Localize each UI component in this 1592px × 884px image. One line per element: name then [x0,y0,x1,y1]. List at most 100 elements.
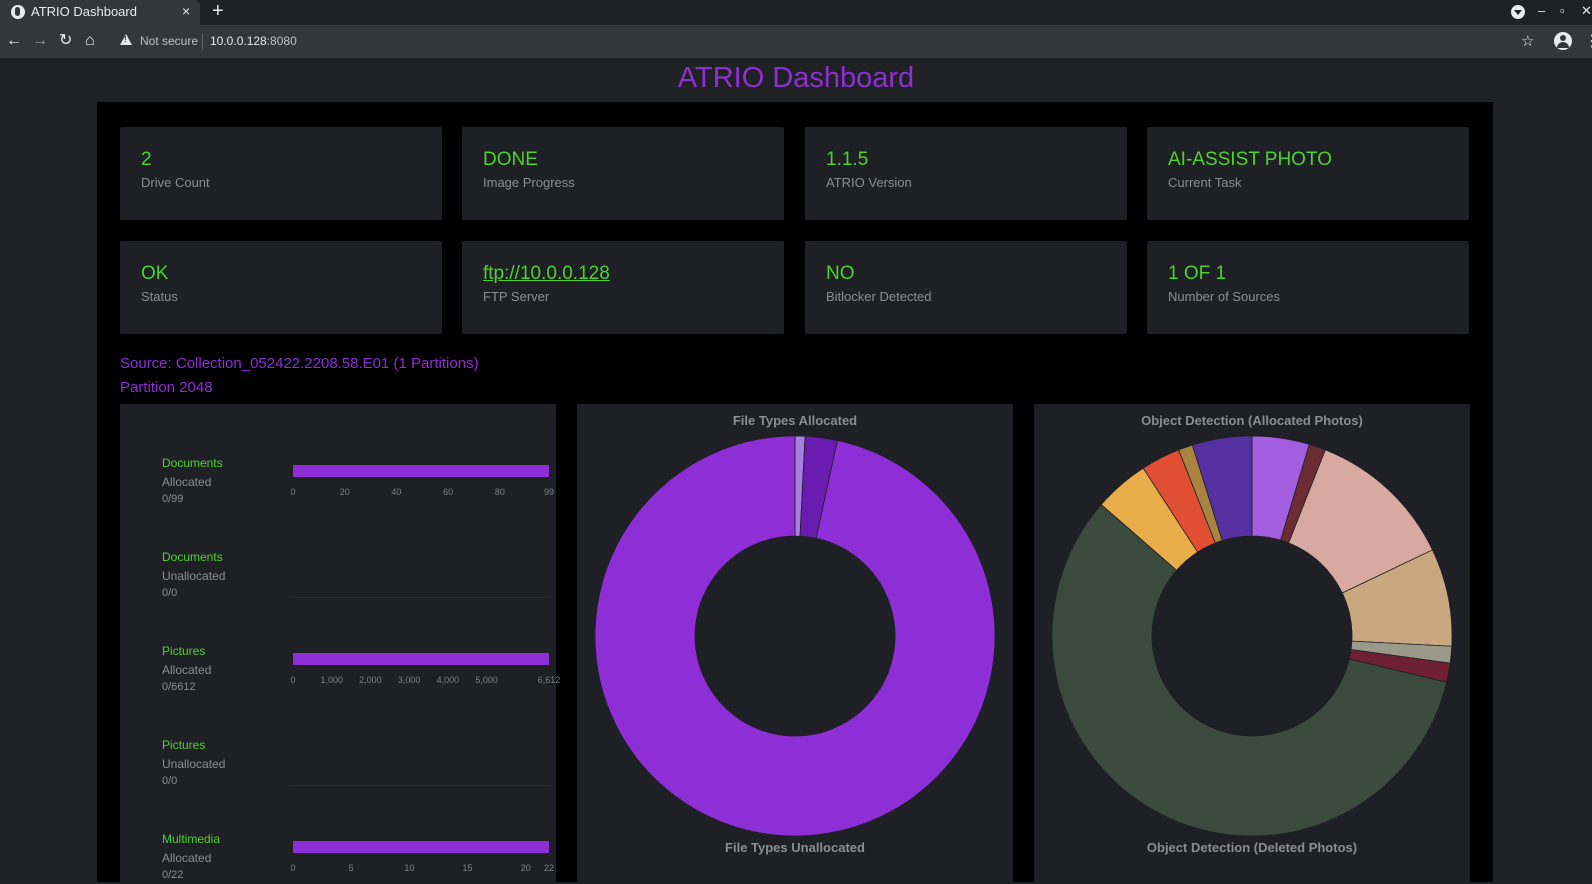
maximize-icon[interactable]: ▫ [1560,3,1565,18]
card-label: Drive Count [141,175,210,190]
card-ftp-server: ftp://10.0.0.128 FTP Server [462,241,784,334]
ftp-link[interactable]: ftp://10.0.0.128 [483,263,610,284]
bar-count: 0/6612 [162,681,196,693]
chart-title-unallocated: File Types Unallocated [725,840,865,855]
source-heading: Source: Collection_052422.2208.58.E01 (1… [120,355,479,372]
bar-category: Multimedia [162,832,221,846]
axis-tick-label: 22 [543,863,555,873]
axis-tick-label: 5 [348,863,354,873]
browser-tab-strip: ATRIO Dashboard × + – ▫ ✕ [0,0,1592,25]
address-bar[interactable]: 10.0.0.128:8080 [210,34,297,48]
file-types-donut [594,435,996,837]
bookmark-star-icon[interactable]: ☆ [1521,33,1535,50]
minimize-icon[interactable]: – [1538,3,1546,18]
axis-tick-label: 15 [462,863,473,873]
axis-tick-label: 1,000 [320,675,343,685]
window-close-icon[interactable]: ✕ [1581,3,1592,18]
new-tab-icon[interactable]: + [212,0,224,22]
reload-icon[interactable]: ↻ [59,32,73,49]
bar-fill [293,841,549,853]
bar-category: Pictures [162,738,206,752]
home-icon[interactable]: ⌂ [85,32,95,49]
axis-tick-label: 4,000 [436,675,460,685]
donut-slice[interactable] [594,435,996,837]
card-label: Status [141,289,178,304]
chart-title-deleted: Object Detection (Deleted Photos) [1146,840,1358,855]
card-value: 2 [141,149,152,170]
card-status: OK Status [120,241,442,334]
card-image-progress: DONE Image Progress [462,127,784,220]
card-atrio-version: 1.1.5 ATRIO Version [805,127,1127,220]
tab-close-icon[interactable]: × [182,3,191,19]
bar-count: 0/0 [162,775,178,787]
card-label: Current Task [1168,175,1242,190]
bar-axis [289,738,551,788]
card-bitlocker: NO Bitlocker Detected [805,241,1127,334]
bar-axis: 0 20 40 60 80 99 [289,456,554,506]
card-drive-count: 2 Drive Count [120,127,442,220]
bar-subtitle: Allocated [162,851,212,865]
axis-tick-label: 10 [404,863,415,873]
card-value: NO [826,263,855,284]
tab-search-icon[interactable] [1511,5,1525,19]
forward-icon[interactable]: → [32,32,48,49]
url-port: :8080 [266,34,297,48]
file-counts-chart: Documents Allocated 0/99 0 20 40 60 80 99 Doc… [120,404,560,884]
warning-icon[interactable] [120,34,132,45]
card-value: DONE [483,149,538,170]
axis-tick-label: 3,000 [397,675,421,685]
card-value: OK [141,263,169,284]
browser-tab[interactable]: ATRIO Dashboard × [0,0,200,25]
axis-tick-label: 60 [443,487,454,497]
card-label: Bitlocker Detected [826,289,932,304]
card-label: Image Progress [483,175,575,190]
back-icon[interactable]: ← [6,32,22,49]
card-label: Number of Sources [1168,289,1280,304]
card-value: AI-ASSIST PHOTO [1168,149,1333,170]
menu-icon[interactable]: ⋮ [1584,33,1592,50]
empty-axis-line [289,785,551,786]
donut-slice[interactable] [1051,503,1448,837]
card-number-of-sources: 1 OF 1 Number of Sources [1147,241,1469,334]
axis-tick-label: 0 [290,487,296,497]
address-separator [202,33,203,49]
chart-title: File Types Allocated [732,413,858,428]
browser-toolbar: ← → ↻ ⌂ Not secure 10.0.0.128:8080 ☆ ⋮ [0,25,1592,58]
bar-axis: 0 1,000 2,000 3,000 4,000 5,000 6,612 [289,644,560,694]
not-secure-label[interactable]: Not secure [140,34,199,48]
axis-tick-label: 5,000 [475,675,498,685]
object-detection-donut [1051,435,1453,837]
bar-axis [289,550,551,600]
bar-category: Pictures [162,644,206,658]
bar-count: 0/0 [162,587,178,599]
axis-tick-label: 2,000 [359,675,382,685]
bar-category: Documents [162,456,223,470]
axis-tick-label: 20 [339,487,350,497]
card-current-task: AI-ASSIST PHOTO Current Task [1147,127,1469,220]
card-label: FTP Server [483,289,550,304]
profile-avatar-icon[interactable] [1554,32,1572,50]
axis-tick-label: 0 [290,675,296,685]
donut-slice[interactable] [1191,435,1253,542]
axis-tick-label: 40 [391,487,402,497]
axis-tick-label: 0 [290,863,296,873]
page-title: ATRIO Dashboard [677,62,915,94]
partition-heading: Partition 2048 [120,379,213,396]
bar-fill [293,465,549,477]
empty-axis-line [289,597,551,598]
bar-category: Documents [162,550,223,564]
globe-icon [11,5,25,19]
bar-subtitle: Allocated [162,475,212,489]
chart-title: Object Detection (Allocated Photos) [1141,413,1363,428]
bar-subtitle: Allocated [162,663,212,677]
bar-axis: 0 5 10 15 20 22 [289,832,555,882]
url-host: 10.0.0.128 [210,34,267,48]
bar-subtitle: Unallocated [162,569,226,583]
bar-count: 0/22 [162,869,184,881]
tab-title: ATRIO Dashboard [31,4,137,19]
file-types-chart: File Types Allocated File Types Unalloca… [577,404,1013,884]
card-label: ATRIO Version [826,175,912,190]
axis-tick-label: 6,612 [537,675,561,685]
card-value: 1 OF 1 [1168,263,1227,284]
axis-tick-label: 20 [520,863,531,873]
